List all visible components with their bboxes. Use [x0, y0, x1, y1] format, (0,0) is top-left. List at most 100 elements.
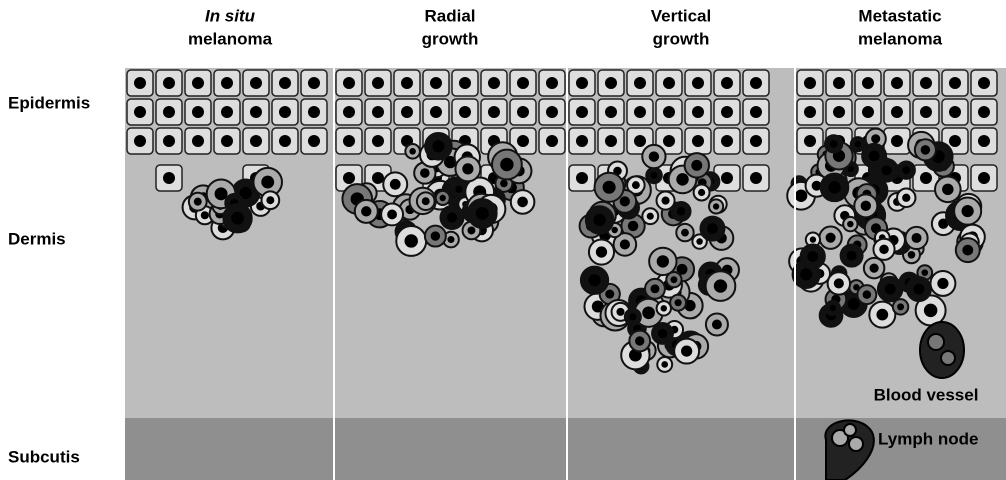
- tumor-nucleus: [650, 284, 659, 293]
- column-title: Metastatic: [858, 6, 941, 25]
- page: In situ melanoma Radial growth Vertical …: [0, 0, 1006, 480]
- nucleus: [721, 172, 733, 184]
- tumor-nucleus: [593, 214, 605, 226]
- blood-vessel-icon: [920, 322, 964, 378]
- tumor-nucleus: [879, 245, 889, 255]
- tumor-nucleus: [611, 227, 617, 233]
- tumor-nucleus: [691, 160, 702, 171]
- nucleus: [488, 77, 500, 89]
- tumor-nucleus: [902, 166, 910, 174]
- nucleus: [949, 106, 961, 118]
- tumor-nucleus: [422, 197, 430, 205]
- nucleus: [343, 77, 355, 89]
- nucleus: [459, 77, 471, 89]
- tumor-nucleus: [670, 276, 677, 283]
- column-title: growth: [653, 29, 710, 48]
- tumor-nucleus: [712, 320, 722, 330]
- nucleus: [663, 135, 675, 147]
- nucleus: [401, 77, 413, 89]
- tumor-nucleus: [696, 238, 703, 245]
- nucleus: [949, 77, 961, 89]
- column-title: melanoma: [858, 29, 943, 48]
- nucleus: [546, 135, 558, 147]
- tumor-nucleus: [800, 268, 812, 280]
- tumor-nucleus: [807, 251, 818, 262]
- tumor-nucleus: [828, 181, 840, 193]
- tumor-nucleus: [409, 148, 416, 155]
- tumor-nucleus: [635, 336, 644, 345]
- tumor-nucleus: [500, 158, 513, 171]
- tumor-nucleus: [902, 194, 910, 202]
- tumor-nucleus: [713, 203, 719, 209]
- nucleus: [721, 135, 733, 147]
- nucleus: [221, 77, 233, 89]
- tumor-nucleus: [834, 278, 844, 288]
- tumor-nucleus: [476, 207, 489, 220]
- nucleus: [372, 172, 384, 184]
- tumor-nucleus: [629, 313, 636, 320]
- tumor-nucleus: [876, 309, 888, 321]
- tumor-nucleus: [908, 251, 916, 259]
- tumor-nucleus: [500, 180, 508, 188]
- nucleus: [134, 135, 146, 147]
- nucleus: [308, 77, 320, 89]
- nucleus: [250, 77, 262, 89]
- nucleus: [978, 77, 990, 89]
- nucleus: [750, 135, 762, 147]
- nucleus: [576, 77, 588, 89]
- nucleus: [978, 172, 990, 184]
- nucleus: [862, 106, 874, 118]
- nucleus: [279, 77, 291, 89]
- nucleus: [663, 106, 675, 118]
- tumor-nucleus: [658, 329, 667, 338]
- tumor-nucleus: [848, 298, 860, 310]
- nucleus: [750, 106, 762, 118]
- nucleus: [250, 106, 262, 118]
- nucleus: [634, 135, 646, 147]
- tumor-nucleus: [651, 172, 658, 179]
- nucleus: [804, 77, 816, 89]
- tumor-nucleus: [616, 308, 624, 316]
- nucleus: [949, 135, 961, 147]
- tumor-nucleus: [642, 306, 655, 319]
- tumor-nucleus: [871, 134, 880, 143]
- layer-label: Epidermis: [8, 93, 90, 112]
- tumor-nucleus: [603, 181, 616, 194]
- tumor-nucleus: [588, 274, 600, 286]
- tumor-nucleus: [912, 233, 922, 243]
- tumor-nucleus: [847, 251, 857, 261]
- column-title: In situ: [205, 6, 256, 25]
- nucleus: [308, 135, 320, 147]
- tumor-nucleus: [897, 303, 904, 310]
- tumor-nucleus: [698, 189, 705, 196]
- column-title: Radial: [424, 6, 475, 25]
- tumor-nucleus: [714, 279, 727, 292]
- tumor-nucleus: [201, 211, 209, 219]
- tumor-nucleus: [194, 198, 202, 206]
- nucleus: [663, 77, 675, 89]
- tumor-nucleus: [861, 201, 871, 211]
- nucleus: [978, 106, 990, 118]
- column-title: Vertical: [651, 6, 712, 25]
- nucleus: [459, 106, 471, 118]
- nucleus: [891, 135, 903, 147]
- nucleus: [978, 135, 990, 147]
- tumor-nucleus: [404, 234, 417, 247]
- nucleus: [920, 77, 932, 89]
- tumor-nucleus: [681, 345, 692, 356]
- tumor-nucleus: [620, 239, 630, 249]
- column-title: melanoma: [188, 29, 273, 48]
- tumor-nucleus: [921, 145, 930, 154]
- nucleus: [891, 106, 903, 118]
- subcutis: [125, 418, 1006, 480]
- tumor-nucleus: [675, 299, 682, 306]
- nucleus: [605, 135, 617, 147]
- tumor-nucleus: [830, 140, 838, 148]
- nucleus: [576, 172, 588, 184]
- tumor-nucleus: [657, 255, 669, 267]
- nucleus: [862, 77, 874, 89]
- tumor-nucleus: [962, 205, 974, 217]
- tumor-nucleus: [605, 289, 614, 298]
- diagram: In situ melanoma Radial growth Vertical …: [0, 0, 1006, 480]
- tumor-nucleus: [420, 168, 430, 178]
